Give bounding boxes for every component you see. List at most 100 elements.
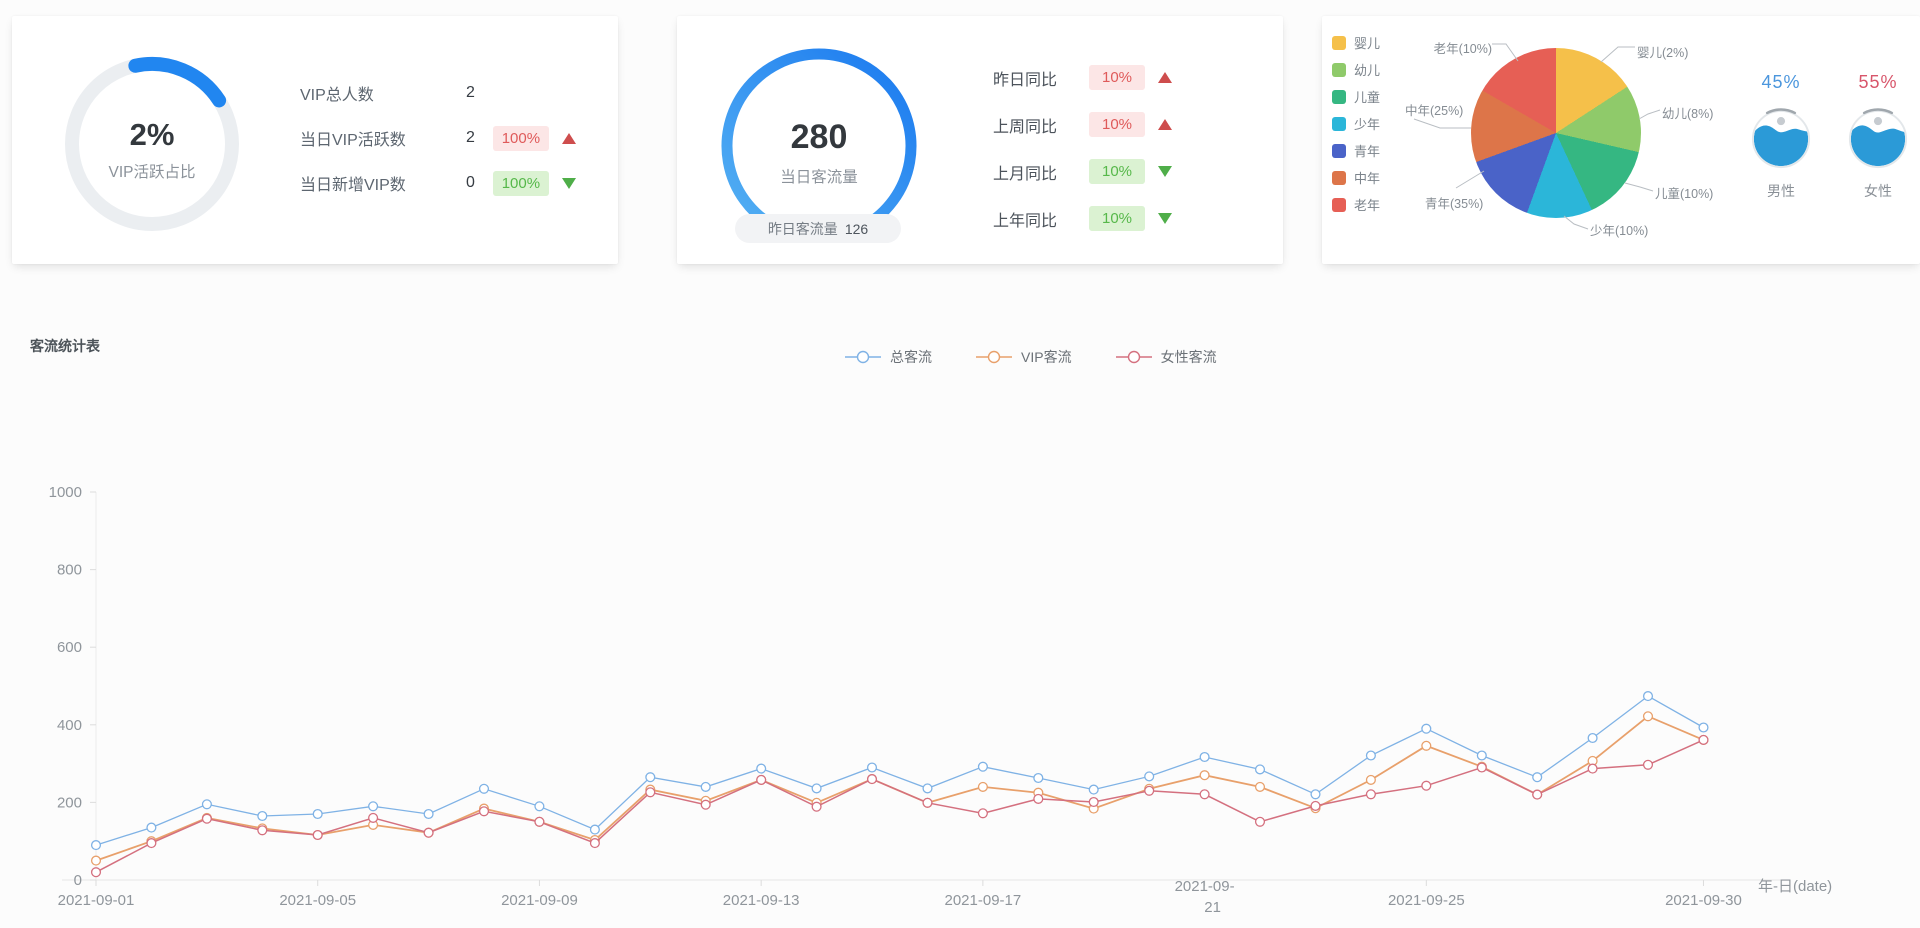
series-point-total bbox=[756, 763, 767, 774]
male-percent: 45% bbox=[1761, 72, 1801, 92]
series-point-female bbox=[756, 774, 767, 785]
trend-up-icon bbox=[1158, 72, 1172, 83]
series-point-female bbox=[866, 774, 878, 785]
trend-down-icon bbox=[561, 177, 576, 189]
series-point-female bbox=[1310, 800, 1321, 811]
series-point-total bbox=[146, 822, 157, 833]
series-point-female bbox=[146, 838, 157, 849]
legend-swatch bbox=[1332, 143, 1346, 158]
series-point-female bbox=[1587, 763, 1598, 774]
series-point-female bbox=[645, 787, 656, 798]
pie-legend-item[interactable]: 幼儿 bbox=[1332, 56, 1380, 83]
trend-down-icon bbox=[1158, 166, 1172, 177]
series-point-female bbox=[1421, 780, 1432, 791]
female-gender-gauge: 55% 女性 bbox=[1835, 72, 1920, 201]
line-legend-item-total[interactable]: 总客流 bbox=[845, 347, 932, 367]
series-point-vip bbox=[1199, 770, 1210, 781]
series-point-vip bbox=[811, 797, 822, 808]
vip-stats: VIP总人数 2 当日VIP活跃数 2 100% 当日新增VIP数 0 100% bbox=[300, 78, 576, 213]
line-legend-label: VIP客流 bbox=[1021, 349, 1072, 365]
series-point-vip bbox=[368, 819, 379, 830]
legend-swatch bbox=[1332, 89, 1346, 104]
legend-label: 少年 bbox=[1354, 117, 1381, 132]
traffic-gauge-value: 280 bbox=[791, 118, 848, 156]
pie-callout-label: 婴儿(2%) bbox=[1637, 46, 1689, 60]
y-axis-tick: 800 bbox=[57, 562, 82, 579]
trend-up-icon bbox=[561, 132, 576, 144]
series-point-female bbox=[368, 812, 379, 823]
compare-stat-row: 昨日同比 10% bbox=[993, 62, 1172, 93]
stat-label: 昨日同比 bbox=[993, 71, 1058, 89]
pie-callout-label: 老年(10%) bbox=[1433, 42, 1492, 56]
series-point-vip bbox=[1088, 803, 1099, 814]
series-point-total bbox=[811, 783, 822, 794]
vip-donut-chart: 2% VIP活跃占比 bbox=[65, 57, 239, 231]
line-chart-title: 客流统计表 bbox=[30, 338, 100, 354]
series-point-female bbox=[700, 799, 711, 810]
series-point-total bbox=[1033, 772, 1044, 784]
legend-label: 儿童 bbox=[1354, 90, 1381, 105]
series-point-female bbox=[811, 801, 822, 812]
series-point-female bbox=[1532, 789, 1543, 800]
series-point-vip bbox=[1365, 774, 1376, 785]
y-axis-tick: 600 bbox=[57, 639, 82, 656]
pie-legend-item[interactable]: 婴儿 bbox=[1332, 29, 1380, 56]
series-point-female bbox=[589, 838, 600, 849]
series-point-female bbox=[922, 797, 933, 808]
line-legend-marker bbox=[976, 350, 1012, 364]
percent-badge: 100% bbox=[492, 170, 549, 196]
stat-value: 2 bbox=[466, 84, 475, 101]
x-axis-tick: 2021-09-17 bbox=[945, 892, 1022, 909]
series-point-total bbox=[1088, 784, 1099, 795]
series-point-vip bbox=[1144, 783, 1155, 794]
pie-legend-item[interactable]: 青年 bbox=[1332, 137, 1380, 164]
series-point-vip bbox=[478, 803, 490, 814]
x-axis-name: 年-日(date) bbox=[1758, 878, 1832, 895]
series-point-total bbox=[977, 761, 988, 772]
yesterday-traffic-pill: 昨日客流量 126 bbox=[735, 214, 901, 243]
traffic-compare-stats: 昨日同比 10% 上周同比 10% 上月同比 10% 上年同比 10% bbox=[993, 62, 1172, 250]
series-point-vip bbox=[312, 829, 323, 841]
gauge-arc bbox=[721, 48, 917, 232]
series-point-total bbox=[700, 781, 711, 792]
pie-legend: 婴儿 幼儿儿童少年青年中年老年 bbox=[1332, 29, 1380, 218]
series-point-vip bbox=[1476, 761, 1487, 772]
x-axis-tick: 2021-09-09 bbox=[501, 892, 578, 909]
legend-label: 青年 bbox=[1354, 144, 1381, 159]
stat-label: 上年同比 bbox=[993, 212, 1058, 230]
x-axis-tick: 2021-09-13 bbox=[723, 892, 800, 909]
series-point-total bbox=[368, 801, 379, 812]
female-percent: 55% bbox=[1858, 72, 1898, 92]
female-liquid-icon bbox=[1848, 108, 1908, 169]
series-line-female bbox=[95, 739, 1704, 873]
series-point-vip bbox=[866, 774, 878, 785]
y-axis-tick: 200 bbox=[57, 794, 82, 811]
series-point-total bbox=[645, 772, 656, 783]
series-point-total bbox=[866, 762, 878, 773]
pie-legend-item[interactable]: 儿童 bbox=[1332, 83, 1380, 110]
line-legend-item-female[interactable]: 女性客流 bbox=[1115, 347, 1217, 367]
line-legend-marker bbox=[1115, 350, 1152, 364]
vip-donut-percent: 2% bbox=[130, 117, 175, 152]
pie-legend-item[interactable]: 老年 bbox=[1332, 191, 1380, 218]
legend-swatch bbox=[1332, 62, 1346, 77]
stat-value: 2 bbox=[466, 129, 475, 146]
compare-stat-row: 上年同比 10% bbox=[993, 203, 1172, 234]
legend-swatch bbox=[1332, 170, 1346, 185]
legend-label: 老年 bbox=[1354, 198, 1381, 213]
male-label: 男性 bbox=[1767, 183, 1795, 199]
series-point-total bbox=[1421, 723, 1432, 734]
series-line-total bbox=[95, 695, 1704, 846]
pie-legend-item[interactable]: 中年 bbox=[1332, 164, 1380, 191]
line-legend-label: 总客流 bbox=[890, 349, 932, 365]
line-legend-item-vip[interactable]: VIP客流 bbox=[976, 347, 1072, 367]
series-point-female bbox=[1144, 785, 1155, 796]
series-point-female bbox=[1365, 789, 1376, 800]
traffic-gauge-label: 当日客流量 bbox=[780, 168, 858, 186]
series-point-female bbox=[90, 867, 102, 878]
series-point-female bbox=[201, 813, 212, 824]
vip-stat-row: 当日VIP活跃数 2 100% bbox=[300, 123, 576, 153]
legend-swatch bbox=[1332, 116, 1346, 131]
y-axis-tick: 400 bbox=[57, 717, 82, 734]
pie-legend-item[interactable]: 少年 bbox=[1332, 110, 1380, 137]
